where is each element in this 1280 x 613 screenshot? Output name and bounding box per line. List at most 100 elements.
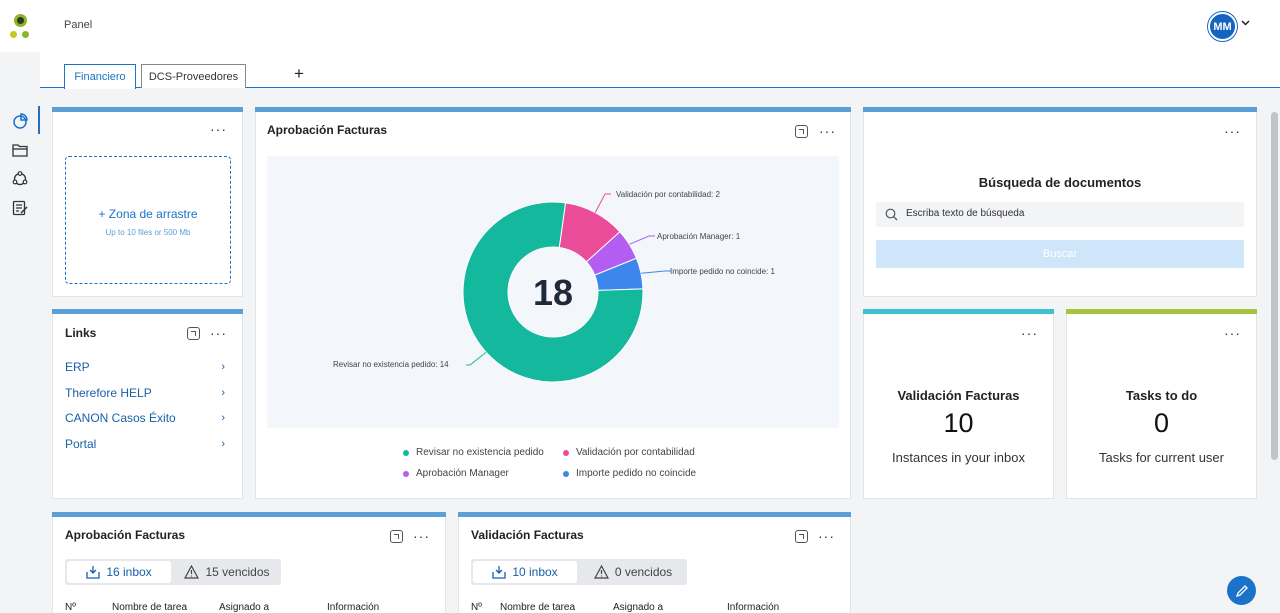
aprobacion-list-widget: Aprobación Facturas ··· 16 inbox 15 venc…	[52, 512, 446, 613]
more-options-icon[interactable]: ···	[1224, 325, 1241, 341]
chevron-down-icon[interactable]	[1241, 18, 1250, 29]
validacion-list-widget: Validación Facturas ··· 10 inbox 0 venci…	[458, 512, 851, 613]
annotation-label: Aprobación Manager: 1	[657, 232, 741, 241]
legend-item[interactable]: Importe pedido no coincide	[563, 468, 696, 479]
kpi-subtitle: Instances in your inbox	[892, 450, 1025, 465]
column-header[interactable]: Asignado a	[613, 602, 664, 613]
link-item-therefore-help[interactable]: Therefore HELP ›	[65, 384, 225, 402]
column-header[interactable]: Nombre de tarea	[112, 602, 188, 613]
drop-zone-title: + Zona de arrastre	[98, 207, 198, 221]
drop-zone[interactable]: + Zona de arrastre Up to 10 files or 500…	[65, 156, 231, 284]
warning-icon	[593, 565, 609, 579]
search-button[interactable]: Buscar	[876, 240, 1244, 268]
link-label: ERP	[65, 360, 90, 374]
more-options-icon[interactable]: ···	[210, 325, 227, 341]
more-options-icon[interactable]: ···	[1021, 325, 1038, 341]
inbox-filter: 10 inbox 0 vencidos	[471, 559, 687, 585]
leader-line	[629, 235, 655, 245]
link-label: Portal	[65, 437, 97, 451]
drop-zone-subtitle: Up to 10 files or 500 Mb	[105, 228, 191, 237]
links-title: Links	[65, 326, 97, 340]
dashboard-icon[interactable]	[11, 112, 29, 130]
link-item-erp[interactable]: ERP ›	[65, 358, 225, 376]
overdue-tab[interactable]: 15 vencidos	[175, 561, 279, 583]
more-options-icon[interactable]: ···	[413, 528, 430, 544]
column-header[interactable]: Nombre de tarea	[500, 602, 576, 613]
scrollbar-thumb[interactable]	[1271, 112, 1278, 460]
workflow-icon[interactable]	[11, 170, 29, 188]
inbox-tab[interactable]: 16 inbox	[67, 561, 171, 583]
side-rail	[0, 52, 40, 613]
more-options-icon[interactable]: ···	[1224, 123, 1241, 139]
top-bar: Panel MM	[0, 0, 1280, 52]
more-options-icon[interactable]: ···	[819, 123, 836, 139]
search-title: Búsqueda de documentos	[978, 175, 1142, 190]
column-header[interactable]: Información	[727, 602, 780, 613]
tab-financiero[interactable]: Financiero	[64, 64, 136, 89]
chart-widget: Aprobación Facturas ··· 18 Revisar no ex…	[255, 107, 851, 499]
column-header[interactable]: Nº	[471, 602, 482, 613]
legend-item[interactable]: Aprobación Manager	[403, 468, 509, 479]
overdue-count: 0 vencidos	[614, 565, 673, 579]
user-avatar[interactable]: MM	[1208, 12, 1237, 41]
overdue-count: 15 vencidos	[205, 565, 270, 579]
annotation-label: Importe pedido no coincide: 1	[670, 267, 775, 276]
expand-icon[interactable]	[187, 327, 200, 340]
page-title: Panel	[64, 19, 93, 31]
dashboard-tabs: Financiero DCS-Proveedores +	[40, 52, 1280, 89]
more-options-icon[interactable]: ···	[210, 121, 227, 137]
kpi-title: Validación Facturas	[897, 388, 1020, 403]
link-label: Therefore HELP	[65, 386, 152, 400]
list-title: Aprobación Facturas	[65, 528, 186, 542]
page-scrollbar[interactable]	[1269, 100, 1280, 613]
annotation-label: Revisar no existencia pedido: 14	[333, 360, 449, 369]
legend-item[interactable]: Validación por contabilidad	[563, 447, 695, 458]
legend-item[interactable]: Revisar no existencia pedido	[403, 447, 544, 458]
list-title: Validación Facturas	[471, 528, 584, 542]
expand-icon[interactable]	[795, 125, 808, 138]
legend-label: Validación por contabilidad	[576, 447, 695, 458]
chevron-right-icon: ›	[221, 438, 225, 450]
tab-dcs-proveedores[interactable]: DCS-Proveedores	[141, 64, 246, 88]
warning-icon	[184, 565, 200, 579]
links-widget: Links ··· ERP › Therefore HELP › CANON Cas…	[52, 309, 243, 499]
legend-label: Aprobación Manager	[416, 468, 509, 479]
expand-icon[interactable]	[795, 530, 808, 543]
donut-chart: 18	[462, 193, 671, 383]
inbox-filter: 16 inbox 15 vencidos	[65, 559, 281, 585]
kpi-value[interactable]: 0	[1153, 408, 1170, 438]
edit-dashboard-button[interactable]	[1227, 576, 1256, 605]
chevron-right-icon: ›	[221, 387, 225, 399]
donut-slice[interactable]	[462, 201, 644, 383]
folder-icon[interactable]	[11, 141, 29, 159]
inbox-icon	[492, 566, 506, 579]
chart-plot-area: 18 Revisar no existencia pedido: 14 Vali…	[267, 156, 839, 428]
link-item-portal[interactable]: Portal ›	[65, 435, 225, 453]
search-box	[876, 202, 1244, 227]
overdue-tab[interactable]: 0 vencidos	[581, 561, 685, 583]
link-item-canon[interactable]: CANON Casos Éxito ›	[65, 409, 225, 427]
legend-label: Revisar no existencia pedido	[416, 447, 544, 458]
annotation-label: Validación por contabilidad: 2	[616, 190, 720, 199]
column-header[interactable]: Información	[327, 602, 380, 613]
add-tab-icon[interactable]: +	[294, 64, 304, 83]
leader-line	[466, 351, 487, 366]
link-label: CANON Casos Éxito	[65, 411, 176, 425]
column-header[interactable]: Asignado a	[219, 602, 270, 613]
upload-widget: ··· + Zona de arrastre Up to 10 files or…	[52, 107, 243, 297]
kpi-validacion-widget: ··· Validación Facturas 10 Instances in …	[863, 309, 1054, 499]
tasks-icon[interactable]	[11, 199, 29, 217]
more-options-icon[interactable]: ···	[818, 528, 835, 544]
inbox-tab[interactable]: 10 inbox	[473, 561, 577, 583]
column-header[interactable]: Nº	[65, 602, 76, 613]
search-input[interactable]	[906, 208, 1226, 219]
chart-title: Aprobación Facturas	[267, 123, 388, 137]
inbox-count: 10 inbox	[512, 565, 558, 579]
search-widget: ··· Búsqueda de documentos Buscar	[863, 107, 1257, 297]
inbox-count: 16 inbox	[106, 565, 152, 579]
leader-line	[594, 193, 611, 213]
app-logo[interactable]	[10, 14, 32, 40]
kpi-value[interactable]: 10	[943, 408, 974, 438]
chevron-right-icon: ›	[221, 361, 225, 373]
expand-icon[interactable]	[390, 530, 403, 543]
